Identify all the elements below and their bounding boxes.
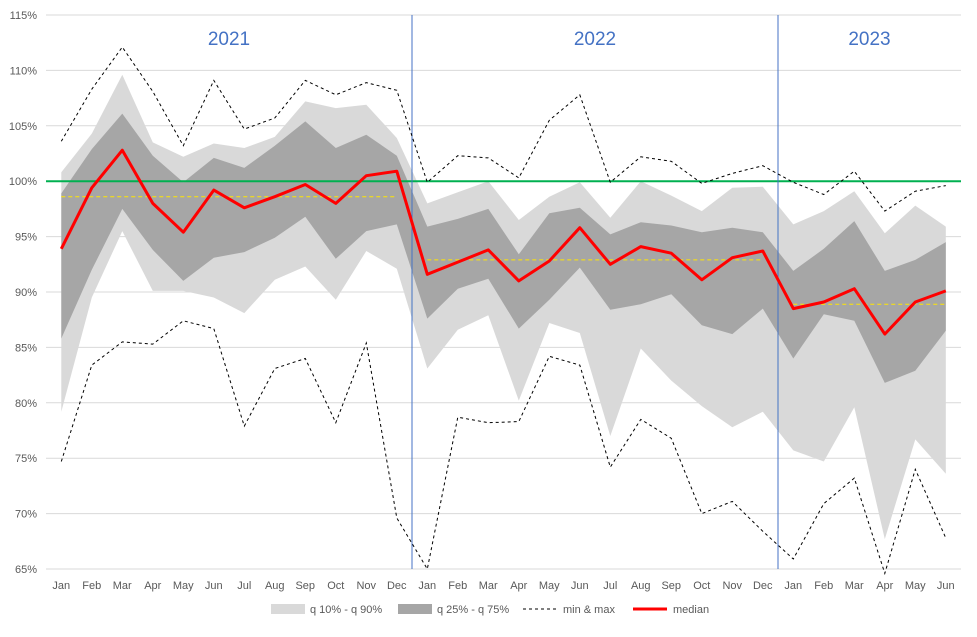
x-tick-label: May xyxy=(905,580,926,592)
legend-label-median: median xyxy=(673,604,709,616)
x-tick-label: Jul xyxy=(237,580,251,592)
x-tick-label: Feb xyxy=(448,580,467,592)
year-label: 2021 xyxy=(208,29,250,50)
x-tick-label: Jun xyxy=(937,580,955,592)
legend-item-band-outer: q 10% - q 90% xyxy=(271,604,382,616)
year-label: 2022 xyxy=(574,29,616,50)
x-tick-label: Jun xyxy=(571,580,589,592)
legend-item-min-max: min & max xyxy=(523,604,615,616)
legend-item-median: median xyxy=(633,604,709,616)
y-tick-label: 90% xyxy=(15,287,37,299)
y-tick-label: 105% xyxy=(9,121,37,133)
x-tick-label: Apr xyxy=(144,580,161,592)
x-tick-label: Nov xyxy=(722,580,742,592)
y-axis-ticks: 65% 70% 75% 80% 85% 90% 95% 100% 105% 110% 115% xyxy=(9,10,37,576)
x-tick-label: Apr xyxy=(510,580,527,592)
x-tick-label: Mar xyxy=(113,580,132,592)
x-tick-label: Jul xyxy=(603,580,617,592)
x-tick-label: Feb xyxy=(814,580,833,592)
quantile-bands xyxy=(61,74,946,540)
x-tick-label: Oct xyxy=(693,580,710,592)
year-separators xyxy=(411,15,779,569)
legend: q 10% - q 90% q 25% - q 75% min & max me… xyxy=(271,604,709,616)
x-tick-label: Aug xyxy=(631,580,651,592)
x-tick-label: Oct xyxy=(327,580,344,592)
max-line xyxy=(60,46,946,212)
series-lines xyxy=(59,46,947,576)
y-tick-label: 110% xyxy=(10,65,38,77)
median-line xyxy=(59,148,947,336)
x-tick-label: Jan xyxy=(418,580,436,592)
x-tick-label: Sep xyxy=(295,580,315,592)
x-tick-label: Dec xyxy=(753,580,773,592)
y-tick-label: 85% xyxy=(15,342,37,354)
x-tick-label: Sep xyxy=(661,580,681,592)
x-tick-label: Mar xyxy=(479,580,498,592)
x-tick-label: Aug xyxy=(265,580,285,592)
y-tick-label: 95% xyxy=(15,232,37,244)
legend-swatch-band-inner xyxy=(398,604,432,614)
y-tick-label: 100% xyxy=(9,176,37,188)
y-tick-label: 80% xyxy=(15,398,37,410)
y-tick-label: 70% xyxy=(15,509,37,521)
y-tick-label: 75% xyxy=(15,453,37,465)
year-label: 2023 xyxy=(848,29,890,50)
y-tick-label: 65% xyxy=(15,564,37,576)
x-tick-label: Apr xyxy=(876,580,893,592)
y-tick-label: 115% xyxy=(10,10,38,22)
x-tick-label: Nov xyxy=(356,580,376,592)
x-axis-ticks: Jan Feb Mar Apr May Jun Jul Aug Sep Oct Nov Dec Jan F… xyxy=(52,580,954,592)
legend-label-band-inner: q 25% - q 75% xyxy=(437,604,509,616)
min-line xyxy=(60,320,947,576)
legend-item-band-inner: q 25% - q 75% xyxy=(398,604,509,616)
x-tick-label: Dec xyxy=(387,580,407,592)
x-tick-label: Jan xyxy=(784,580,802,592)
year-labels: 2021 2022 2023 xyxy=(208,29,891,50)
legend-swatch-band-outer xyxy=(271,604,305,614)
legend-label-band-outer: q 10% - q 90% xyxy=(310,604,382,616)
x-tick-label: Jan xyxy=(52,580,70,592)
x-tick-label: May xyxy=(173,580,194,592)
x-tick-label: May xyxy=(539,580,560,592)
reference-lines xyxy=(46,180,961,305)
x-tick-label: Mar xyxy=(845,580,864,592)
legend-label-min-max: min & max xyxy=(563,604,615,616)
x-tick-label: Feb xyxy=(82,580,101,592)
x-tick-label: Jun xyxy=(205,580,223,592)
